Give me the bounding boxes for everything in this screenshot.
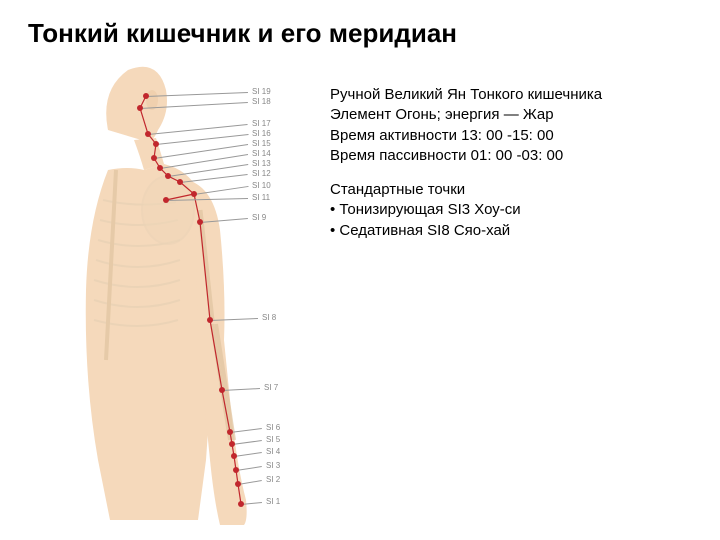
info-text: Ручной Великий Ян Тонкого кишечника Элем… bbox=[330, 85, 700, 241]
point-label: SI 11 bbox=[252, 193, 270, 202]
point-label: SI 14 bbox=[252, 149, 271, 158]
point-label: SI 17 bbox=[252, 119, 271, 128]
acupoint bbox=[165, 173, 171, 179]
point-label: SI 16 bbox=[252, 129, 271, 138]
point-label: SI 15 bbox=[252, 139, 271, 148]
acupoint bbox=[197, 219, 203, 225]
bullet-sedative: • Седативная SI8 Сяо-хай bbox=[330, 221, 700, 241]
info-line-2: Элемент Огонь; энергия — Жар bbox=[330, 105, 700, 125]
anatomical-diagram: SI 19SI 18 SI 17SI 16SI 15SI 14SI 13SI 12… bbox=[48, 60, 318, 530]
acupoint bbox=[191, 191, 197, 197]
point-label: SI 5 bbox=[266, 435, 280, 444]
acupoint bbox=[207, 317, 213, 323]
info-line-3: Время активности 13: 00 -15: 00 bbox=[330, 126, 700, 146]
point-label: SI 19 bbox=[252, 87, 271, 96]
acupoint bbox=[231, 453, 237, 459]
point-label: SI 10 bbox=[252, 181, 271, 190]
acupoint bbox=[145, 131, 151, 137]
acupoint bbox=[235, 481, 241, 487]
acupoint bbox=[151, 155, 157, 161]
acupoint bbox=[238, 501, 244, 507]
point-label: SI 8 bbox=[262, 313, 276, 322]
standard-points-heading: Стандартные точки bbox=[330, 180, 700, 200]
acupoint bbox=[219, 387, 225, 393]
acupoint bbox=[157, 165, 163, 171]
point-label: SI 18 bbox=[252, 97, 271, 106]
acupoint bbox=[153, 141, 159, 147]
point-label: SI 3 bbox=[266, 461, 280, 470]
point-label: SI 12 bbox=[252, 169, 271, 178]
point-label: SI 13 bbox=[252, 159, 271, 168]
acupoint bbox=[163, 197, 169, 203]
acupoint bbox=[229, 441, 235, 447]
acupoint bbox=[233, 467, 239, 473]
point-label: SI 6 bbox=[266, 423, 280, 432]
page-title: Тонкий кишечник и его меридиан bbox=[28, 18, 457, 49]
info-line-4: Время пассивности 01: 00 -03: 00 bbox=[330, 146, 700, 166]
point-label: SI 1 bbox=[266, 497, 280, 506]
point-label: SI 9 bbox=[252, 213, 266, 222]
bullet-tonifying: • Тонизирующая SI3 Хоу-си bbox=[330, 200, 700, 220]
point-label: SI 4 bbox=[266, 447, 280, 456]
info-line-1: Ручной Великий Ян Тонкого кишечника bbox=[330, 85, 700, 105]
torso-outline bbox=[86, 67, 247, 525]
point-label: SI 7 bbox=[264, 383, 278, 392]
point-label: SI 2 bbox=[266, 475, 280, 484]
acupoint bbox=[177, 179, 183, 185]
acupoint bbox=[227, 429, 233, 435]
acupoint bbox=[137, 105, 143, 111]
acupoint bbox=[143, 93, 149, 99]
